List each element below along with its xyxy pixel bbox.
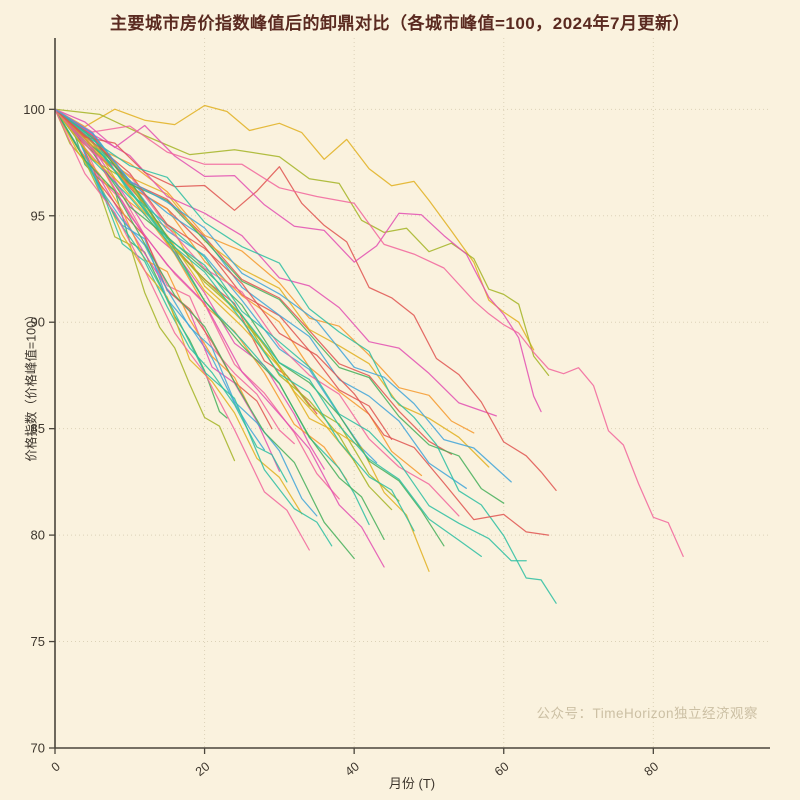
city-series-line	[54, 108, 467, 489]
city-series-line	[54, 108, 385, 568]
city-series-line	[54, 108, 295, 445]
city-series-line	[54, 108, 460, 517]
x-tick-label: 0	[49, 759, 63, 774]
city-series-line	[54, 108, 542, 413]
city-series-line	[54, 108, 355, 560]
city-series-line	[54, 108, 684, 558]
city-series-line	[54, 108, 497, 417]
y-tick-label: 80	[31, 528, 45, 543]
price-index-lines	[54, 104, 684, 604]
city-series-line	[54, 108, 527, 562]
city-series-line	[54, 108, 550, 377]
city-series-line	[54, 108, 355, 462]
city-series-line	[54, 108, 370, 526]
y-tick-label: 75	[31, 634, 45, 649]
city-series-line	[54, 108, 310, 551]
city-series-line	[54, 108, 557, 492]
chart-title: 主要城市房价指数峰值后的卸鼎对比（各城市峰值=100，2024年7月更新）	[109, 14, 691, 33]
x-tick-label: 80	[642, 759, 662, 779]
axes	[54, 38, 770, 749]
city-series-line	[54, 108, 512, 483]
city-series-line	[54, 108, 385, 541]
city-series-line	[54, 108, 550, 536]
y-axis-label: 价格指数（价格峰值=100）	[24, 308, 39, 462]
city-series-line	[54, 108, 340, 500]
x-axis-label: 月份 (T)	[388, 776, 436, 791]
x-tick-label: 20	[193, 759, 213, 779]
city-series-line	[54, 108, 557, 604]
x-tick-label: 40	[342, 759, 362, 779]
y-tick-label: 100	[23, 102, 45, 117]
tick-marks	[49, 108, 654, 754]
gridlines	[55, 38, 770, 748]
city-series-line	[54, 108, 490, 468]
city-series-line	[54, 104, 535, 351]
city-series-line	[54, 108, 325, 470]
y-tick-label: 70	[31, 741, 45, 756]
y-tick-label: 85	[31, 421, 45, 436]
watermark-text: 公众号：TimeHorizon独立经济观察	[536, 706, 758, 721]
y-tick-label: 95	[31, 208, 45, 223]
y-tick-label: 90	[31, 315, 45, 330]
x-tick-label: 60	[492, 759, 512, 779]
